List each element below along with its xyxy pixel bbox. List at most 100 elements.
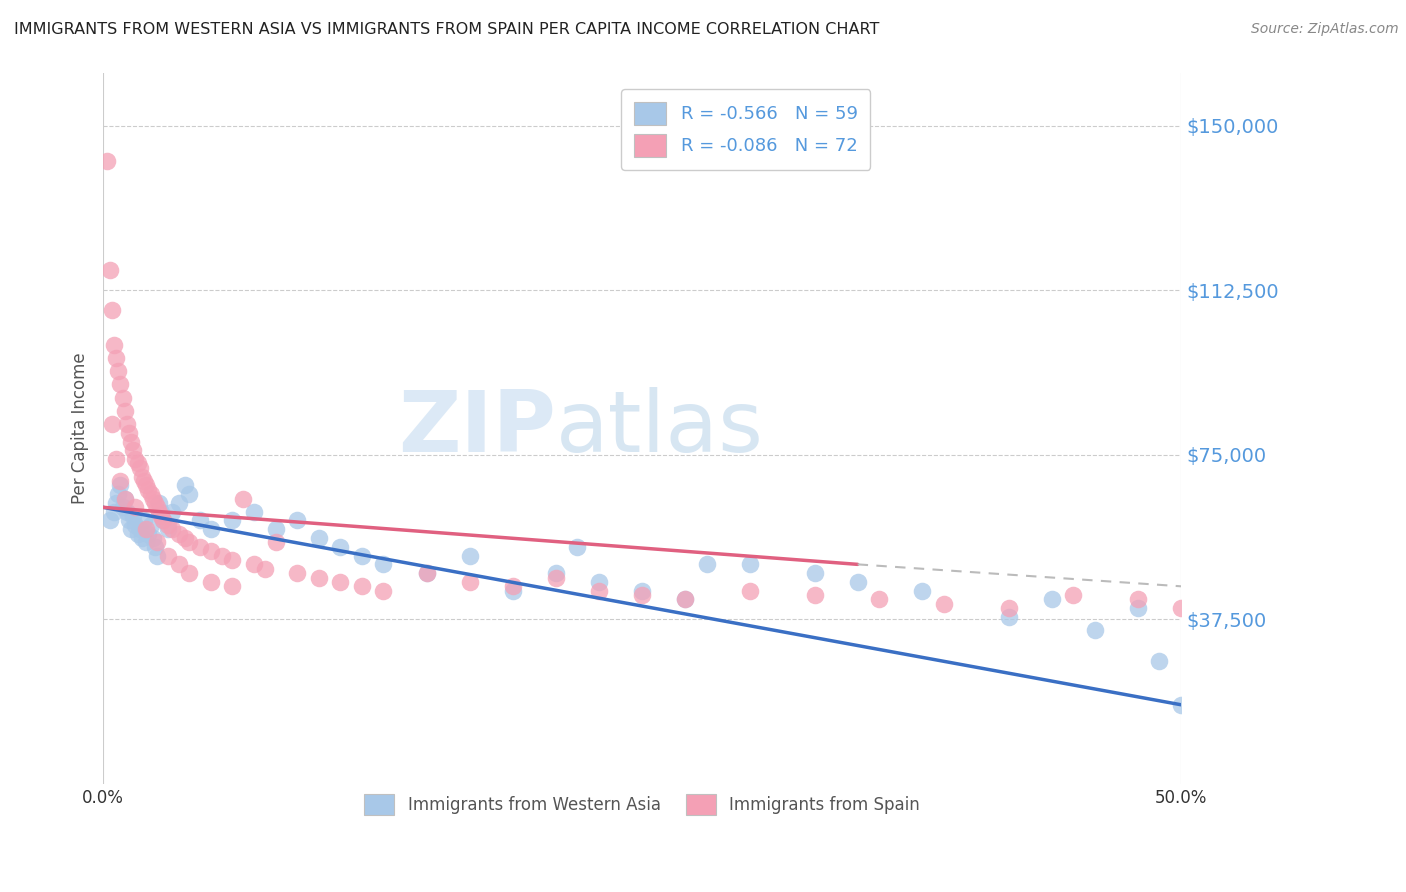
Point: [997, 610, 1019, 624]
Point: [156, 549, 179, 563]
Point: [131, 531, 153, 545]
Point: [96, 153, 118, 168]
Point: [631, 583, 654, 598]
Point: [1149, 654, 1171, 668]
Point: [118, 425, 141, 440]
Point: [502, 583, 524, 598]
Point: [132, 474, 155, 488]
Point: [997, 601, 1019, 615]
Point: [458, 549, 481, 563]
Point: [127, 457, 149, 471]
Text: atlas: atlas: [555, 387, 763, 470]
Point: [329, 574, 352, 589]
Point: [150, 505, 173, 519]
Point: [111, 500, 134, 515]
Point: [232, 491, 254, 506]
Point: [100, 302, 122, 317]
Point: [107, 364, 129, 378]
Point: [135, 522, 157, 536]
Point: [415, 566, 437, 581]
Point: [135, 478, 157, 492]
Point: [146, 535, 169, 549]
Point: [167, 558, 190, 572]
Point: [132, 514, 155, 528]
Point: [350, 549, 373, 563]
Point: [110, 377, 132, 392]
Point: [179, 566, 201, 581]
Point: [188, 540, 211, 554]
Point: [100, 417, 122, 431]
Point: [373, 583, 395, 598]
Point: [150, 509, 173, 524]
Point: [588, 574, 610, 589]
Point: [200, 544, 222, 558]
Point: [148, 505, 170, 519]
Point: [143, 496, 166, 510]
Point: [127, 526, 149, 541]
Point: [1170, 601, 1192, 615]
Point: [115, 505, 138, 519]
Point: [373, 558, 395, 572]
Point: [1170, 698, 1192, 712]
Point: [308, 570, 330, 584]
Point: [174, 478, 197, 492]
Point: [253, 562, 276, 576]
Point: [107, 487, 129, 501]
Point: [124, 500, 146, 515]
Point: [128, 460, 150, 475]
Point: [103, 338, 125, 352]
Point: [1040, 592, 1063, 607]
Point: [803, 588, 825, 602]
Point: [803, 566, 825, 581]
Point: [179, 535, 201, 549]
Point: [135, 535, 157, 549]
Point: [167, 526, 190, 541]
Point: [138, 526, 160, 541]
Point: [415, 566, 437, 581]
Point: [110, 478, 132, 492]
Point: [114, 491, 136, 506]
Point: [160, 505, 183, 519]
Point: [673, 592, 696, 607]
Point: [544, 570, 567, 584]
Point: [200, 574, 222, 589]
Point: [264, 522, 287, 536]
Point: [1062, 588, 1084, 602]
Point: [118, 514, 141, 528]
Point: [911, 583, 934, 598]
Point: [167, 496, 190, 510]
Point: [122, 443, 145, 458]
Point: [124, 517, 146, 532]
Point: [264, 535, 287, 549]
Point: [243, 505, 266, 519]
Point: [932, 597, 955, 611]
Point: [148, 496, 170, 510]
Point: [128, 522, 150, 536]
Point: [868, 592, 890, 607]
Point: [98, 263, 121, 277]
Text: Source: ZipAtlas.com: Source: ZipAtlas.com: [1251, 22, 1399, 37]
Point: [98, 514, 121, 528]
Point: [285, 514, 308, 528]
Point: [567, 540, 589, 554]
Point: [120, 522, 142, 536]
Point: [285, 566, 308, 581]
Point: [111, 391, 134, 405]
Point: [188, 514, 211, 528]
Point: [120, 434, 142, 449]
Point: [156, 522, 179, 536]
Point: [458, 574, 481, 589]
Point: [329, 540, 352, 554]
Point: [114, 491, 136, 506]
Point: [738, 558, 761, 572]
Point: [502, 579, 524, 593]
Point: [110, 474, 132, 488]
Point: [221, 579, 243, 593]
Point: [221, 514, 243, 528]
Point: [631, 588, 654, 602]
Point: [544, 566, 567, 581]
Point: [146, 549, 169, 563]
Point: [350, 579, 373, 593]
Point: [143, 540, 166, 554]
Point: [243, 558, 266, 572]
